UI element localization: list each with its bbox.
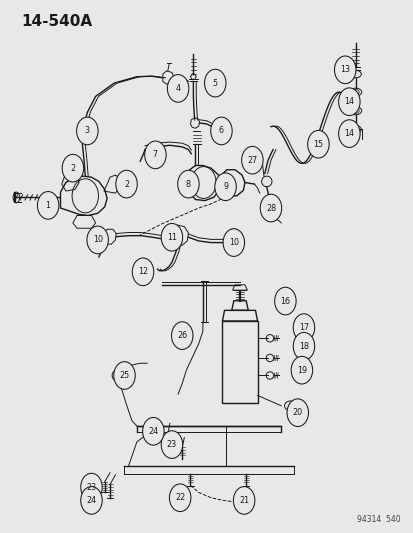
Text: 14: 14 (344, 129, 354, 138)
Text: 14-540A: 14-540A (21, 14, 92, 29)
Circle shape (171, 322, 192, 350)
Text: 14: 14 (344, 97, 354, 106)
Text: 9: 9 (223, 182, 228, 191)
Circle shape (37, 191, 59, 219)
Text: 28: 28 (265, 204, 275, 213)
Circle shape (233, 487, 254, 514)
Text: 13: 13 (339, 66, 349, 74)
Text: 27: 27 (247, 156, 257, 165)
Text: 15: 15 (313, 140, 323, 149)
Text: 94314  540: 94314 540 (356, 515, 400, 524)
Circle shape (87, 226, 108, 254)
Circle shape (338, 120, 359, 148)
Circle shape (223, 229, 244, 256)
Circle shape (145, 141, 166, 168)
Text: 16: 16 (280, 296, 290, 305)
Circle shape (142, 417, 164, 445)
Circle shape (114, 362, 135, 389)
Circle shape (292, 333, 314, 360)
Circle shape (81, 487, 102, 514)
Circle shape (161, 431, 182, 458)
Text: 5: 5 (212, 78, 217, 87)
Text: 25: 25 (119, 371, 129, 380)
Text: 24: 24 (86, 496, 96, 505)
Circle shape (241, 147, 263, 174)
Circle shape (274, 287, 295, 315)
Text: 10: 10 (93, 236, 102, 245)
Text: 21: 21 (238, 496, 249, 505)
Circle shape (307, 131, 328, 158)
Circle shape (167, 75, 188, 102)
Text: 4: 4 (175, 84, 180, 93)
Circle shape (286, 399, 308, 426)
Circle shape (116, 170, 137, 198)
Text: 22: 22 (175, 493, 185, 502)
Circle shape (210, 117, 232, 145)
Text: 23: 23 (86, 482, 96, 491)
Circle shape (292, 314, 314, 342)
Text: 1: 1 (45, 201, 50, 210)
Text: 3: 3 (85, 126, 90, 135)
Text: 10: 10 (228, 238, 238, 247)
Circle shape (214, 173, 236, 200)
Text: 24: 24 (148, 427, 158, 436)
Text: 23: 23 (166, 440, 177, 449)
Circle shape (76, 117, 98, 145)
Text: 11: 11 (166, 233, 176, 242)
Circle shape (334, 56, 355, 84)
Circle shape (260, 194, 281, 222)
Circle shape (177, 170, 199, 198)
Circle shape (290, 357, 312, 384)
Text: 19: 19 (296, 366, 306, 375)
Circle shape (169, 484, 190, 512)
Circle shape (204, 69, 225, 97)
Text: 6: 6 (218, 126, 223, 135)
Text: 20: 20 (292, 408, 302, 417)
Text: 2: 2 (70, 164, 75, 173)
Text: 2: 2 (123, 180, 129, 189)
Text: 7: 7 (152, 150, 158, 159)
Circle shape (132, 258, 153, 286)
Text: 12: 12 (138, 268, 148, 276)
Text: 17: 17 (298, 323, 308, 332)
Text: 26: 26 (177, 331, 187, 340)
Text: 8: 8 (185, 180, 190, 189)
Text: 18: 18 (298, 342, 308, 351)
Circle shape (338, 88, 359, 116)
Circle shape (161, 223, 182, 251)
Circle shape (81, 473, 102, 501)
Circle shape (62, 155, 83, 182)
